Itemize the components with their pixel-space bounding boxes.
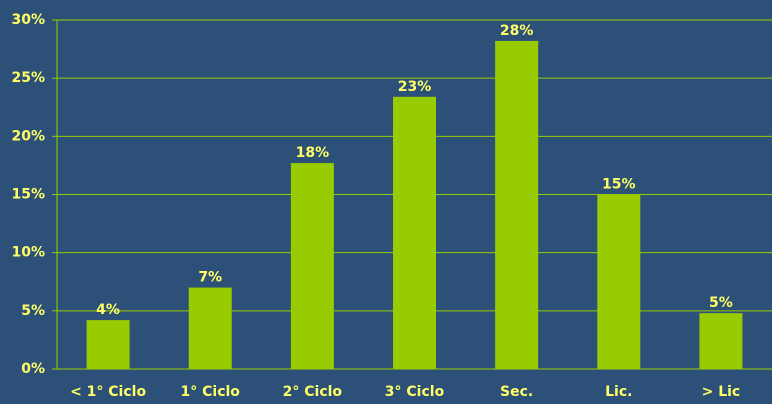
x-tick-label: 3° Ciclo [385,384,445,400]
data-label: 18% [296,145,330,161]
x-tick-label: 1° Ciclo [181,384,241,400]
data-label: 28% [500,23,534,39]
x-tick-label: > Lic [702,384,741,400]
y-tick-label: 15% [11,187,45,203]
y-tick-label: 0% [21,361,45,377]
x-tick-label: < 1° Ciclo [70,384,146,400]
data-label: 7% [198,270,222,286]
x-tick-label: Lic. [605,384,632,400]
data-label: 5% [709,295,733,311]
data-label: 23% [398,79,432,95]
y-tick-label: 20% [11,128,45,144]
bar [188,287,232,369]
bar [393,96,436,369]
x-tick-label: 2° Ciclo [283,384,343,400]
bar [597,194,641,369]
x-tick-label: Sec. [500,384,533,400]
bar [86,320,130,369]
data-label: 15% [602,177,636,193]
y-tick-label: 25% [11,70,45,86]
bar [290,163,334,369]
y-tick-label: 10% [11,245,45,261]
bar [699,313,743,369]
y-tick-label: 30% [11,12,45,28]
data-label: 4% [96,302,120,318]
bar [495,40,539,369]
y-tick-label: 5% [21,303,45,319]
